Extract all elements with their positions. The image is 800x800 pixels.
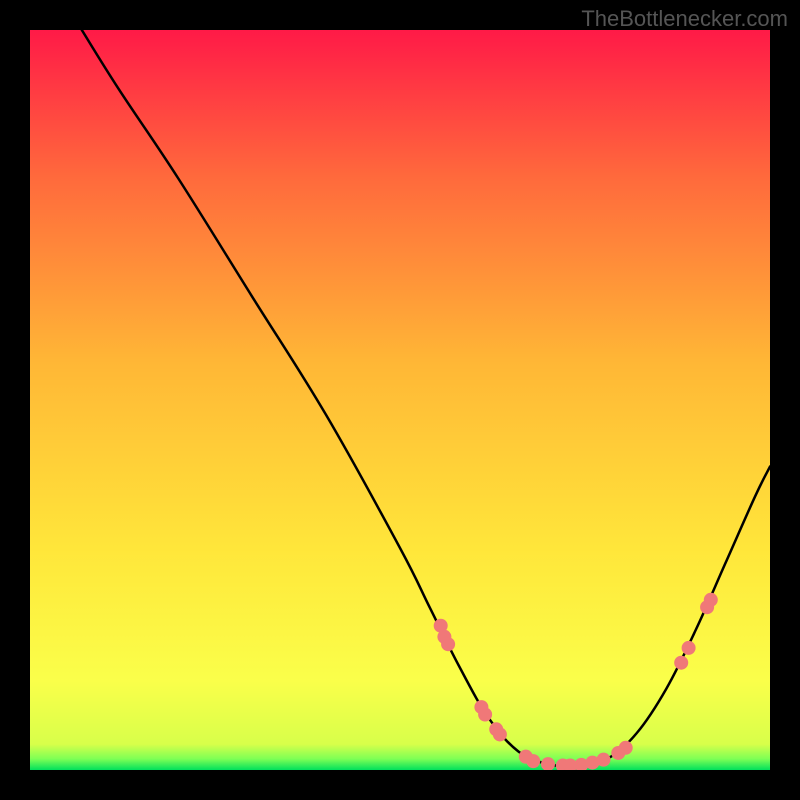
watermark-text: TheBottlenecker.com bbox=[581, 6, 788, 32]
gradient-background bbox=[30, 30, 770, 770]
chart-container: TheBottlenecker.com bbox=[0, 0, 800, 800]
data-marker bbox=[526, 754, 540, 768]
data-marker bbox=[493, 727, 507, 741]
data-marker bbox=[704, 593, 718, 607]
chart-svg bbox=[30, 30, 770, 770]
data-marker bbox=[619, 741, 633, 755]
data-marker bbox=[441, 637, 455, 651]
data-marker bbox=[682, 641, 696, 655]
data-marker bbox=[597, 753, 611, 767]
data-marker bbox=[674, 656, 688, 670]
data-marker bbox=[478, 708, 492, 722]
plot-area bbox=[30, 30, 770, 770]
